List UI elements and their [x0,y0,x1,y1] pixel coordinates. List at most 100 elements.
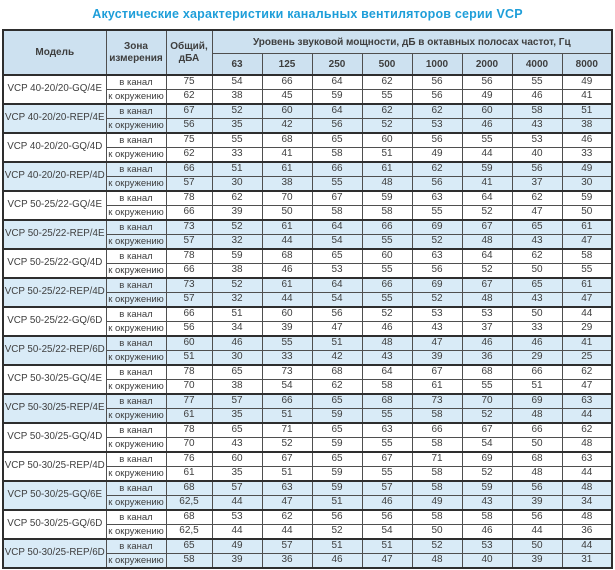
level-cell-1000hz: 58 [411,509,463,525]
level-cell-63hz: 51 [211,161,263,177]
level-cell-1000hz: 53 [411,306,463,322]
level-cell-8000hz: 55 [561,263,613,279]
total-dba-cell: 78 [165,190,213,206]
column-header-freq-63: 63 [211,53,263,76]
table-row-duct: VCP 50-25/22-GQ/6D в канал 66 51 60 56 52 53 53 5… [2,306,613,337]
model-name-cell: VCP 50-25/22-REP/4D [2,277,107,308]
level-cell-8000hz: 44 [561,538,613,554]
level-cell-125hz: 36 [261,553,313,569]
level-cell-125hz: 44 [261,524,313,540]
table-row-duct: VCP 40-20/20-REP/4E в канал 67 52 60 64 62 62 60… [2,103,613,134]
level-cell-63hz: 35 [211,408,263,424]
level-cell-8000hz: 61 [561,277,613,293]
zone-cell-duct: в канал [105,538,167,554]
level-cell-500hz: 62 [361,74,413,90]
level-cell-1000hz: 62 [411,161,463,177]
level-cell-500hz: 64 [361,364,413,380]
level-cell-500hz: 48 [361,176,413,192]
level-cell-4000hz: 69 [511,393,563,409]
model-name-cell: VCP 50-25/22-REP/4E [2,219,107,250]
level-cell-1000hz: 53 [411,118,463,134]
column-header-freq-1000: 1000 [411,53,463,76]
level-cell-8000hz: 29 [561,321,613,337]
level-cell-1000hz: 56 [411,89,463,105]
level-cell-4000hz: 47 [511,205,563,221]
level-cell-4000hz: 62 [511,248,563,264]
total-dba-cell: 60 [165,335,213,351]
level-cell-250hz: 51 [311,335,363,351]
level-cell-250hz: 65 [311,132,363,148]
level-cell-1000hz: 63 [411,248,463,264]
level-cell-250hz: 62 [311,379,363,395]
level-cell-4000hz: 46 [511,89,563,105]
level-cell-63hz: 52 [211,277,263,293]
level-cell-4000hz: 66 [511,364,563,380]
level-cell-250hz: 42 [311,350,363,366]
level-cell-63hz: 38 [211,89,263,105]
column-header-freq-500: 500 [361,53,413,76]
level-cell-63hz: 52 [211,103,263,119]
zone-cell-ambient: к окружению [105,408,167,424]
total-dba-cell: 62,5 [165,524,213,540]
total-dba-cell: 56 [165,321,213,337]
total-dba-cell: 66 [165,263,213,279]
level-cell-63hz: 38 [211,379,263,395]
level-cell-1000hz: 50 [411,524,463,540]
level-cell-63hz: 57 [211,480,263,496]
level-cell-2000hz: 37 [461,321,513,337]
model-name-cell: VCP 40-20/20-GQ/4E [2,74,107,105]
level-cell-8000hz: 36 [561,524,613,540]
level-cell-2000hz: 59 [461,161,513,177]
level-cell-2000hz: 48 [461,234,513,250]
level-cell-2000hz: 46 [461,335,513,351]
level-cell-2000hz: 54 [461,437,513,453]
level-cell-63hz: 49 [211,538,263,554]
level-cell-4000hz: 62 [511,190,563,206]
level-cell-500hz: 55 [361,437,413,453]
total-dba-cell: 61 [165,408,213,424]
level-cell-500hz: 46 [361,495,413,511]
level-cell-4000hz: 50 [511,263,563,279]
total-dba-cell: 67 [165,103,213,119]
level-cell-250hz: 51 [311,538,363,554]
level-cell-500hz: 55 [361,408,413,424]
level-cell-125hz: 39 [261,321,313,337]
level-cell-500hz: 46 [361,321,413,337]
level-cell-250hz: 58 [311,147,363,163]
total-dba-cell: 70 [165,379,213,395]
level-cell-8000hz: 47 [561,292,613,308]
total-dba-cell: 66 [165,306,213,322]
total-dba-cell: 62 [165,89,213,105]
level-cell-4000hz: 37 [511,176,563,192]
total-dba-cell: 78 [165,248,213,264]
level-cell-2000hz: 46 [461,524,513,540]
zone-cell-duct: в канал [105,219,167,235]
level-cell-250hz: 58 [311,205,363,221]
level-cell-125hz: 66 [261,393,313,409]
total-dba-cell: 66 [165,205,213,221]
total-dba-cell: 75 [165,74,213,90]
zone-cell-ambient: к окружению [105,234,167,250]
level-cell-8000hz: 48 [561,437,613,453]
zone-cell-duct: в канал [105,74,167,90]
table-row-ambient: к окружению 58 39 36 46 47 48 40 39 31 [3,553,613,569]
total-dba-cell: 76 [165,451,213,467]
level-cell-63hz: 38 [211,263,263,279]
table-row-duct: VCP 50-25/22-REP/4E в канал 73 52 61 64 66 69 67… [2,219,613,250]
level-cell-2000hz: 69 [461,451,513,467]
zone-cell-ambient: к окружению [105,292,167,308]
level-cell-500hz: 59 [361,190,413,206]
level-cell-8000hz: 47 [561,379,613,395]
zone-cell-duct: в канал [105,306,167,322]
level-cell-250hz: 55 [311,176,363,192]
level-cell-500hz: 68 [361,393,413,409]
level-cell-8000hz: 25 [561,350,613,366]
zone-cell-ambient: к окружению [105,205,167,221]
acoustic-characteristics-table: Модель Зона измерения Общий, дБА Уровень… [2,29,614,569]
level-cell-125hz: 44 [261,292,313,308]
total-dba-cell: 68 [165,509,213,525]
level-cell-1000hz: 39 [411,350,463,366]
level-cell-125hz: 68 [261,248,313,264]
table-row-ambient: к окружению 70 43 52 59 55 58 54 50 48 [3,437,613,453]
column-header-zone: Зона измерения [105,29,167,76]
